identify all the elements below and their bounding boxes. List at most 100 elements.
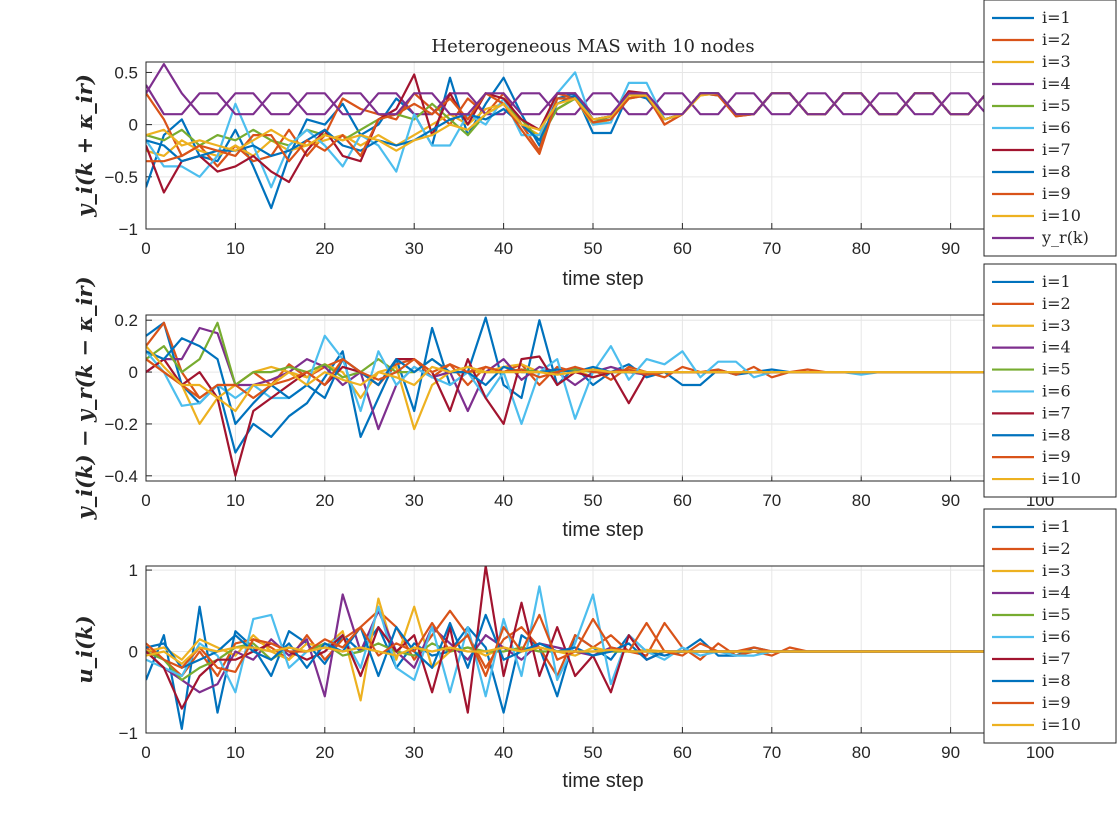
legend-label: i=2: [1042, 294, 1071, 313]
x-tick-label: 50: [584, 491, 603, 510]
x-tick-label: 50: [584, 239, 603, 258]
legend-item: i=5: [992, 605, 1071, 624]
x-tick-label: 0: [141, 239, 150, 258]
y-tick-label: 0: [129, 363, 138, 382]
series-line-i=4: [146, 62, 1040, 116]
legend-label: i=7: [1042, 649, 1071, 668]
legend-label: i=6: [1042, 627, 1071, 646]
x-axis-label: time step: [562, 268, 643, 290]
x-tick-label: 30: [405, 491, 424, 510]
subplot-1: 0 10 20 30 40 50 60 70 80 90 0.5 0 −0.5 −1 Heterogeneo…: [72, 36, 1041, 290]
y-tick-label: −0.5: [104, 168, 138, 187]
series-group: [146, 566, 1040, 730]
legend: i=1 i=2 i=3 i=4 i=5 i=6 i=7 i=8 i=9 i=10: [983, 263, 1117, 498]
legend-label: i=9: [1042, 447, 1071, 466]
legend-label: i=4: [1042, 583, 1071, 602]
x-tick-label: 90: [941, 743, 960, 762]
legend: i=1 i=2 i=3 i=4 i=5 i=6 i=7 i=8 i=9 i=10 y_r(k): [983, 0, 1117, 257]
legend-item: i=5: [992, 360, 1071, 379]
y-tick-label: 0.2: [114, 311, 138, 330]
legend-item: y_r(k): [992, 228, 1089, 247]
legend-label: i=10: [1042, 206, 1081, 225]
legend-label: i=9: [1042, 693, 1071, 712]
legend-label: i=3: [1042, 316, 1071, 335]
legend-item: i=2: [992, 539, 1071, 558]
legend-item: i=3: [992, 52, 1071, 71]
legend-item: i=9: [992, 447, 1071, 466]
legend-item: i=1: [992, 8, 1071, 27]
legend-label: i=9: [1042, 184, 1071, 203]
legend-item: i=10: [992, 715, 1081, 734]
y-axis-label: u_i(k): [72, 615, 97, 683]
y-axis-label: y_i(k) − y_r(k − κ_ir): [72, 276, 97, 520]
legend-item: i=2: [992, 30, 1071, 49]
legend-item: i=4: [992, 338, 1071, 357]
x-tick-label: 0: [141, 743, 150, 762]
legend-item: i=9: [992, 693, 1071, 712]
legend-item: i=1: [992, 272, 1071, 291]
legend-label: i=10: [1042, 469, 1081, 488]
chart-title: Heterogeneous MAS with 10 nodes: [431, 36, 754, 57]
y-tick-label: 0: [129, 643, 138, 662]
x-tick-label: 90: [941, 239, 960, 258]
y-axis-label: y_i(k + κ_ir): [72, 74, 97, 218]
y-tick-label: −0.2: [104, 415, 138, 434]
x-tick-label: 20: [315, 491, 334, 510]
y-tick-label: −1: [119, 724, 138, 743]
x-tick-label: 70: [762, 743, 781, 762]
legend-item: i=10: [992, 469, 1081, 488]
legend-label: i=5: [1042, 96, 1071, 115]
legend-item: i=7: [992, 403, 1071, 422]
legend-label: i=8: [1042, 425, 1071, 444]
series-line-y_r(k): [146, 84, 1040, 116]
x-tick-label: 80: [852, 239, 871, 258]
x-tick-label: 10: [226, 239, 245, 258]
legend-label: y_r(k): [1041, 228, 1089, 247]
x-tick-label: 70: [762, 491, 781, 510]
series-line-i=10: [146, 646, 1040, 665]
x-tick-label: 90: [941, 491, 960, 510]
x-tick-label: 60: [673, 491, 692, 510]
legend-label: i=8: [1042, 162, 1071, 181]
y-tick-label: −0.4: [104, 467, 138, 486]
legend-item: i=3: [992, 561, 1071, 580]
legend-label: i=1: [1042, 517, 1071, 536]
legend-label: i=7: [1042, 140, 1071, 159]
legend-item: i=5: [992, 96, 1071, 115]
x-tick-label: 60: [673, 743, 692, 762]
legend-label: i=3: [1042, 52, 1071, 71]
x-tick-label: 70: [762, 239, 781, 258]
legend-item: i=6: [992, 118, 1071, 137]
legend-label: i=2: [1042, 30, 1071, 49]
legend-label: i=5: [1042, 360, 1071, 379]
x-tick-label: 20: [315, 239, 334, 258]
legend-label: i=6: [1042, 381, 1071, 400]
x-tick-label: 50: [584, 743, 603, 762]
legend-label: i=2: [1042, 539, 1071, 558]
x-axis-label: time step: [562, 519, 643, 541]
x-tick-label: 40: [494, 239, 513, 258]
legend-label: i=4: [1042, 338, 1071, 357]
legend-item: i=1: [992, 517, 1071, 536]
legend-label: i=1: [1042, 272, 1071, 291]
x-tick-label: 80: [852, 743, 871, 762]
legend-item: i=9: [992, 184, 1071, 203]
x-tick-label: 0: [141, 491, 150, 510]
series-group: [146, 316, 1040, 477]
legend-item: i=8: [992, 162, 1071, 181]
legend-label: i=3: [1042, 561, 1071, 580]
legend-item: i=2: [992, 294, 1071, 313]
legend: i=1 i=2 i=3 i=4 i=5 i=6 i=7 i=8 i=9 i=10: [983, 508, 1117, 744]
x-tick-label: 60: [673, 239, 692, 258]
legend-label: i=7: [1042, 403, 1071, 422]
x-tick-label: 10: [226, 491, 245, 510]
x-tick-label: 20: [315, 743, 334, 762]
legend-item: i=4: [992, 74, 1071, 93]
legend-item: i=6: [992, 627, 1071, 646]
legend-label: i=10: [1042, 715, 1081, 734]
legend-item: i=7: [992, 649, 1071, 668]
legend-label: i=1: [1042, 8, 1071, 27]
